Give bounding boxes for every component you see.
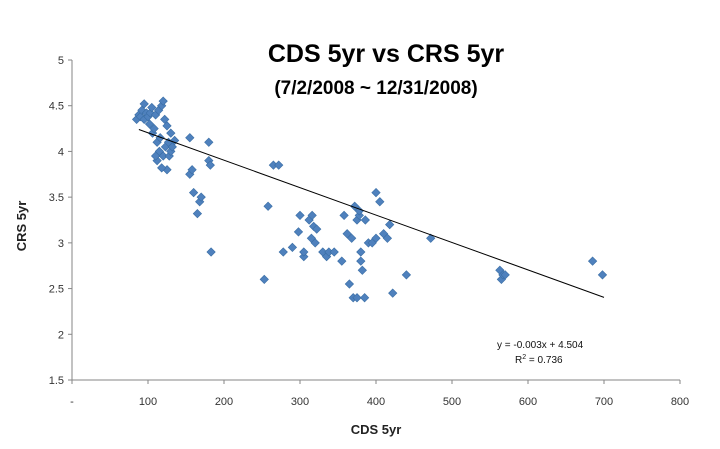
data-point <box>385 219 395 230</box>
data-point <box>339 210 349 221</box>
data-point <box>188 187 199 198</box>
y-tick-label: 2 <box>58 329 64 341</box>
data-points <box>131 96 608 303</box>
y-tick-label: 4 <box>58 146 64 158</box>
y-tick-label: 3 <box>58 238 64 250</box>
data-point <box>204 137 214 147</box>
data-point <box>382 233 393 243</box>
data-point <box>371 233 381 243</box>
data-point <box>295 210 305 221</box>
data-point <box>157 163 167 173</box>
axes <box>68 59 681 384</box>
data-point <box>310 238 320 248</box>
data-point <box>375 197 385 207</box>
data-point <box>312 224 322 234</box>
data-point <box>356 247 366 257</box>
x-tick-label: 800 <box>671 396 689 408</box>
y-tick-label: 5 <box>58 55 64 67</box>
y-tick-label: 1.5 <box>49 375 64 387</box>
y-tick-labels: 1.5 2 2.5 3 3.5 4 4.5 5 <box>49 55 64 387</box>
data-point <box>158 151 168 161</box>
y-tick-label: 2.5 <box>49 284 64 296</box>
data-point <box>278 247 288 257</box>
trendline-equation: y = -0.003x + 4.504 <box>497 340 584 351</box>
data-point <box>347 233 357 243</box>
y-axis-label: CRS 5yr <box>14 201 29 252</box>
data-point <box>597 270 608 280</box>
data-point <box>344 279 355 289</box>
x-tick-label: 300 <box>291 396 309 408</box>
data-point <box>329 247 339 257</box>
trendline <box>138 129 605 298</box>
x-tick-label: 100 <box>139 396 157 408</box>
data-point <box>187 165 197 175</box>
data-point <box>293 227 304 237</box>
data-point <box>287 242 298 253</box>
data-point <box>360 215 370 225</box>
data-point <box>196 192 206 202</box>
x-tick-label: 400 <box>367 396 385 408</box>
data-point <box>150 151 161 161</box>
x-tick-label: 200 <box>215 396 233 408</box>
y-tick-label: 3.5 <box>49 192 64 204</box>
r-squared-sup: 2 <box>522 354 526 361</box>
data-point <box>166 128 176 138</box>
data-point <box>205 160 215 170</box>
x-axis-label: CDS 5yr <box>351 422 402 437</box>
data-point <box>144 119 155 129</box>
x-tick-label: - <box>70 396 74 408</box>
data-point <box>263 201 273 211</box>
data-point <box>192 208 203 219</box>
data-point <box>145 108 155 118</box>
x-tick-labels: - 100 200 300 400 500 600 700 800 <box>70 396 689 408</box>
data-point <box>587 256 598 266</box>
data-point <box>401 270 412 280</box>
chart-title: CDS 5yr vs CRS 5yr <box>268 40 505 68</box>
data-point <box>274 160 284 170</box>
chart-subtitle: (7/2/2008 ~ 12/31/2008) <box>274 78 477 99</box>
r-squared-value: = 0.736 <box>526 355 563 366</box>
data-point <box>259 274 269 285</box>
trendline-group <box>138 129 605 298</box>
data-point <box>139 99 149 109</box>
data-point <box>371 187 381 198</box>
data-point <box>337 256 347 266</box>
r-squared-label: R2 = 0.736 <box>515 354 563 366</box>
x-tick-label: 500 <box>443 396 461 408</box>
data-point <box>206 247 216 257</box>
x-tick-label: 700 <box>595 396 613 408</box>
data-point <box>147 102 157 113</box>
data-point <box>169 135 180 146</box>
r-squared-r: R <box>515 355 522 366</box>
data-point <box>388 288 398 298</box>
data-point <box>357 265 367 275</box>
data-point <box>185 133 195 143</box>
data-point <box>149 123 159 134</box>
y-tick-label: 4.5 <box>49 101 64 113</box>
data-point <box>299 247 309 257</box>
data-point <box>342 229 352 239</box>
data-point <box>359 293 370 303</box>
data-point <box>162 121 172 131</box>
data-point <box>356 256 366 266</box>
data-point <box>354 206 364 216</box>
x-tick-label: 600 <box>519 396 537 408</box>
data-point <box>307 210 317 221</box>
data-point <box>426 233 436 243</box>
data-point <box>158 96 168 106</box>
data-point <box>500 270 510 280</box>
data-point <box>352 293 362 303</box>
